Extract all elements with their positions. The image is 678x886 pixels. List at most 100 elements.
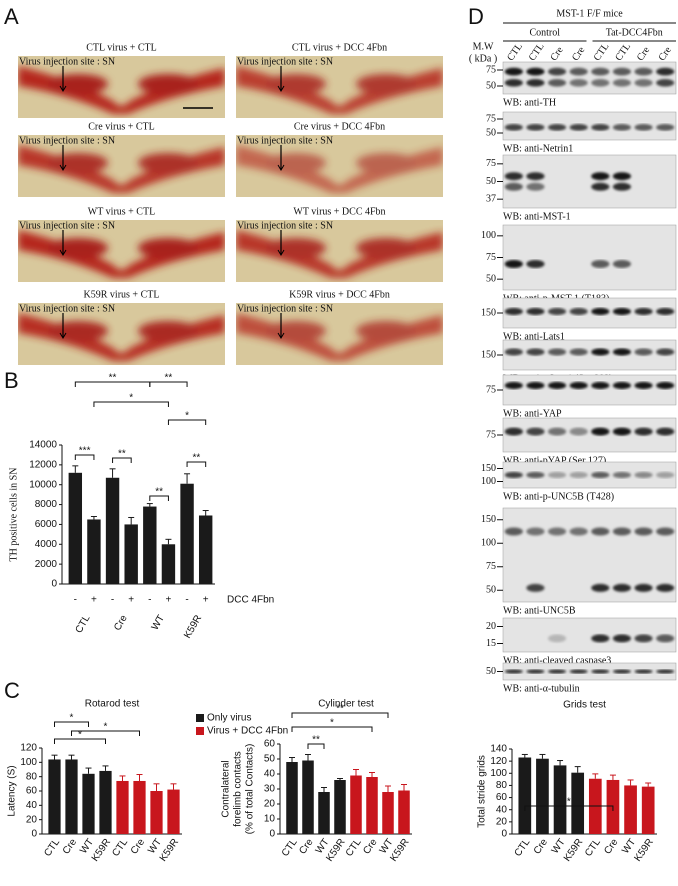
significance-label: ** — [109, 373, 117, 384]
band — [569, 471, 588, 479]
y-tick-label: 80 — [496, 780, 508, 791]
band — [656, 527, 675, 536]
mw-marker: 75 — [486, 429, 496, 440]
band — [547, 634, 567, 643]
band — [504, 427, 523, 436]
significance-bracket — [291, 726, 373, 732]
band — [526, 381, 545, 390]
x-tick-label: - — [148, 595, 151, 606]
mw-marker: 75 — [486, 64, 496, 75]
band — [612, 669, 632, 674]
mw-marker: 37 — [486, 193, 496, 204]
blot-label: WB: anti-Netrin1 — [503, 143, 573, 154]
x-tick-label: - — [185, 595, 188, 606]
bar — [334, 780, 346, 834]
band — [656, 78, 675, 87]
y-axis-label: Total stride grids — [477, 755, 488, 828]
x-tick-label: K59R — [90, 837, 113, 864]
blot — [502, 224, 677, 291]
bar — [536, 758, 549, 834]
y-tick-label: 20 — [26, 814, 38, 825]
bar — [571, 772, 585, 834]
blot-bands — [504, 67, 675, 87]
significance-bracket — [112, 457, 132, 463]
y-tick-label: 0 — [51, 579, 57, 590]
bar — [180, 483, 194, 584]
lane-label: Cre — [548, 44, 566, 63]
band — [591, 78, 610, 87]
band — [656, 67, 675, 76]
x-tick-label: - — [111, 595, 114, 606]
band — [634, 67, 653, 76]
mw-marker: 150 — [481, 307, 496, 318]
band — [591, 348, 610, 356]
band — [656, 427, 675, 436]
mw-marker: 75 — [486, 113, 496, 124]
blot-bands — [504, 172, 632, 191]
mw-marker: 75 — [486, 158, 496, 169]
y-tick-label: 100 — [490, 768, 507, 779]
y-tick-label: 120 — [490, 756, 507, 767]
blot-label: WB: anti-Lats1 — [503, 331, 565, 342]
blot-bands — [504, 381, 675, 390]
band — [569, 78, 588, 87]
arrow-head — [59, 164, 67, 171]
annotation: Virus injection site : SN — [237, 303, 333, 314]
y-tick-label: 20 — [496, 816, 508, 827]
band — [634, 78, 653, 87]
band — [612, 307, 632, 316]
mw-marker: 150 — [481, 349, 496, 360]
mw-marker: 100 — [481, 476, 496, 487]
significance-label: * — [330, 718, 334, 729]
x-tick-label: Cre — [602, 837, 621, 857]
blot-label: WB: anti-α-tubulin — [503, 683, 580, 694]
bar — [167, 789, 180, 834]
band — [656, 669, 675, 674]
significance-bracket — [54, 738, 106, 744]
significance-bracket — [524, 805, 614, 811]
band — [612, 67, 632, 76]
significance-bracket — [291, 712, 389, 718]
significance-bracket — [149, 381, 188, 387]
band — [634, 348, 653, 356]
y-tick-label: 10000 — [29, 479, 57, 490]
annotation: Virus injection site : SN — [19, 56, 115, 67]
band — [612, 527, 632, 536]
significance-label: ** — [155, 487, 163, 498]
band — [526, 669, 545, 674]
band — [569, 348, 588, 356]
y-axis-label: (% of total Contacts) — [245, 744, 256, 835]
x-tick-label: + — [203, 595, 209, 606]
band — [569, 307, 588, 316]
mw-marker: 15 — [486, 638, 496, 649]
blot — [502, 339, 677, 371]
panel-label: C — [4, 678, 20, 703]
y-tick-label: 60 — [26, 786, 38, 797]
arrow-head — [59, 332, 67, 339]
band — [569, 669, 588, 674]
band — [634, 583, 653, 592]
y-tick-label: 40 — [496, 804, 508, 815]
band — [526, 527, 545, 536]
lane-label: Cre — [635, 44, 653, 63]
bar — [87, 519, 101, 584]
annotation: Virus injection site : SN — [19, 303, 115, 314]
y-tick-label: 30 — [264, 784, 276, 795]
significance-bracket — [167, 419, 207, 425]
significance-bracket — [93, 401, 169, 407]
band — [656, 307, 675, 316]
significance-label: *** — [79, 446, 91, 457]
histology-image — [18, 220, 225, 282]
band — [634, 527, 653, 536]
band — [547, 348, 567, 356]
band — [526, 348, 545, 356]
blot-bands — [504, 260, 632, 268]
significance-label: * — [70, 713, 74, 724]
band — [612, 427, 632, 436]
band — [547, 669, 567, 674]
mw-marker: 20 — [486, 621, 496, 632]
significance-label: * — [78, 730, 82, 741]
band — [504, 527, 523, 536]
y-tick-label: 8000 — [35, 499, 58, 510]
